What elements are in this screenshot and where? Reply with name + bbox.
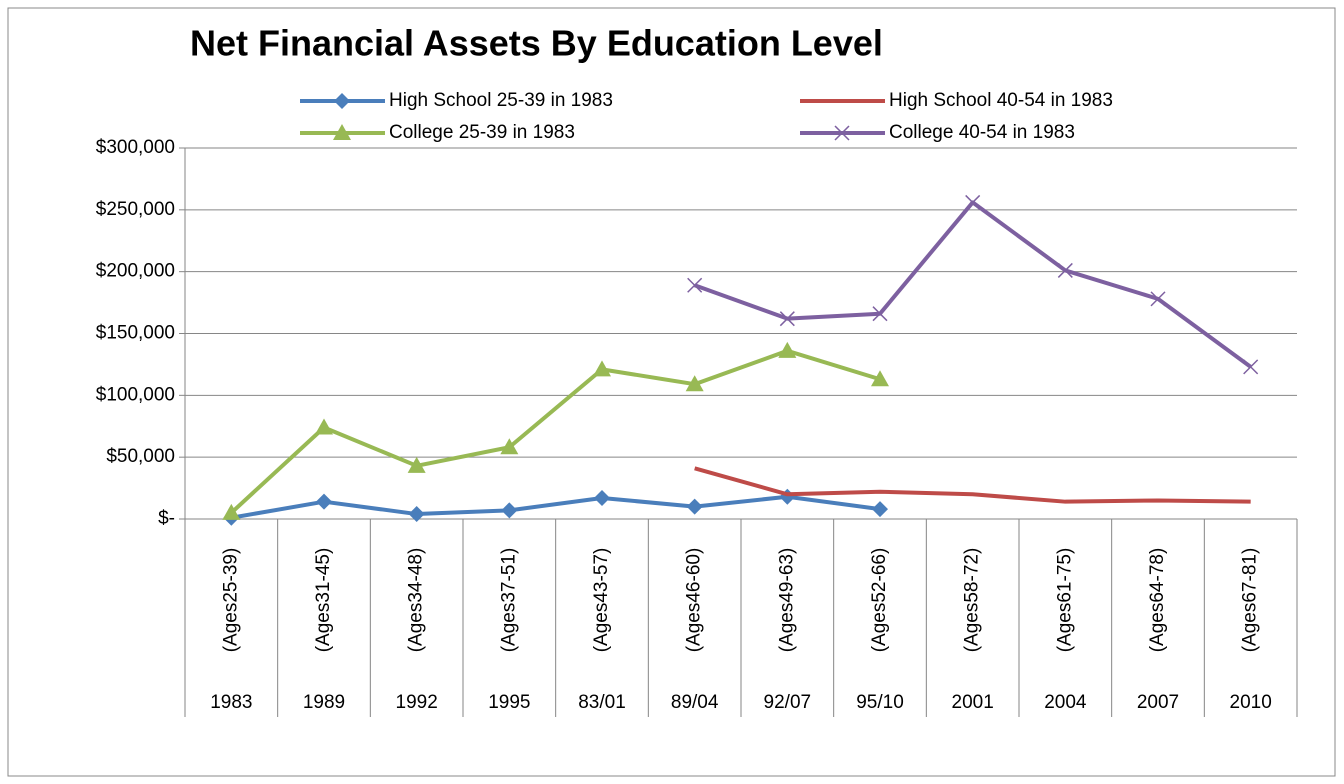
series-line (230, 494, 881, 520)
data-point (872, 501, 888, 518)
data-point (779, 311, 795, 327)
legend-marker (334, 93, 350, 109)
x-subcategory-label: (Ages61-75) (1054, 548, 1075, 653)
chart-border (7, 7, 1336, 777)
x-tick-label: 1989 (303, 692, 345, 713)
x-subcategory-label: (Ages25-39) (220, 548, 241, 653)
legend-label: High School 25-39 in 1983 (389, 90, 613, 111)
legend-label: College 40-54 in 1983 (889, 122, 1075, 143)
legend-marker (834, 125, 850, 141)
data-point (222, 503, 241, 520)
y-tick-label: $200,000 (96, 261, 175, 282)
legend-marker (333, 124, 351, 140)
x-tick-label: 83/01 (578, 692, 626, 713)
data-point (407, 456, 426, 473)
data-point (501, 502, 518, 519)
data-point (1243, 359, 1259, 375)
data-point (685, 375, 704, 392)
x-subcategory-label: (Ages64-78) (1147, 548, 1168, 653)
y-tick-label: $50,000 (106, 446, 175, 467)
y-tick-label: $100,000 (96, 384, 175, 405)
data-point (686, 498, 703, 515)
data-point (1150, 291, 1166, 307)
x-subcategory-label: (Ages58-72) (962, 548, 983, 653)
chart-title: Net Financial Assets By Education Level (190, 23, 883, 64)
data-point (593, 360, 611, 377)
x-subcategory-label: (Ages43-57) (591, 548, 612, 653)
data-point (687, 277, 703, 293)
data-point (408, 506, 425, 523)
x-subcategory-label: (Ages67-81) (1240, 548, 1261, 653)
data-point (1057, 262, 1073, 278)
x-tick-label: 89/04 (671, 692, 719, 713)
data-point (871, 370, 889, 387)
data-point (778, 341, 797, 358)
x-tick-label: 2004 (1044, 692, 1087, 713)
x-subcategory-label: (Ages34-48) (406, 548, 427, 653)
x-tick-label: 1995 (488, 692, 530, 713)
x-tick-label: 2007 (1137, 692, 1179, 713)
series-line (229, 348, 881, 515)
x-tick-label: 2001 (952, 692, 994, 713)
data-point (594, 489, 610, 506)
x-tick-label: 95/10 (856, 692, 904, 713)
data-point (500, 438, 519, 455)
y-tick-label: $300,000 (96, 137, 175, 158)
series-line (694, 466, 1251, 504)
data-point (965, 194, 981, 210)
data-point (315, 418, 333, 435)
x-subcategory-label: (Ages52-66) (869, 548, 890, 653)
x-tick-label: 1983 (210, 692, 252, 713)
y-tick-label: $- (158, 508, 175, 529)
data-point (316, 493, 332, 510)
y-tick-label: $150,000 (96, 323, 175, 344)
x-tick-label: 92/07 (764, 692, 812, 713)
legend-label: High School 40-54 in 1983 (889, 90, 1113, 111)
y-tick-label: $250,000 (96, 199, 175, 220)
data-point (872, 306, 888, 322)
x-subcategory-label: (Ages49-63) (776, 548, 797, 653)
x-subcategory-label: (Ages37-51) (498, 548, 519, 653)
x-subcategory-label: (Ages46-60) (684, 548, 705, 653)
x-tick-label: 2010 (1230, 692, 1272, 713)
legend-label: College 25-39 in 1983 (389, 122, 575, 143)
x-subcategory-label: (Ages31-45) (313, 548, 334, 653)
x-tick-label: 1992 (396, 692, 438, 713)
